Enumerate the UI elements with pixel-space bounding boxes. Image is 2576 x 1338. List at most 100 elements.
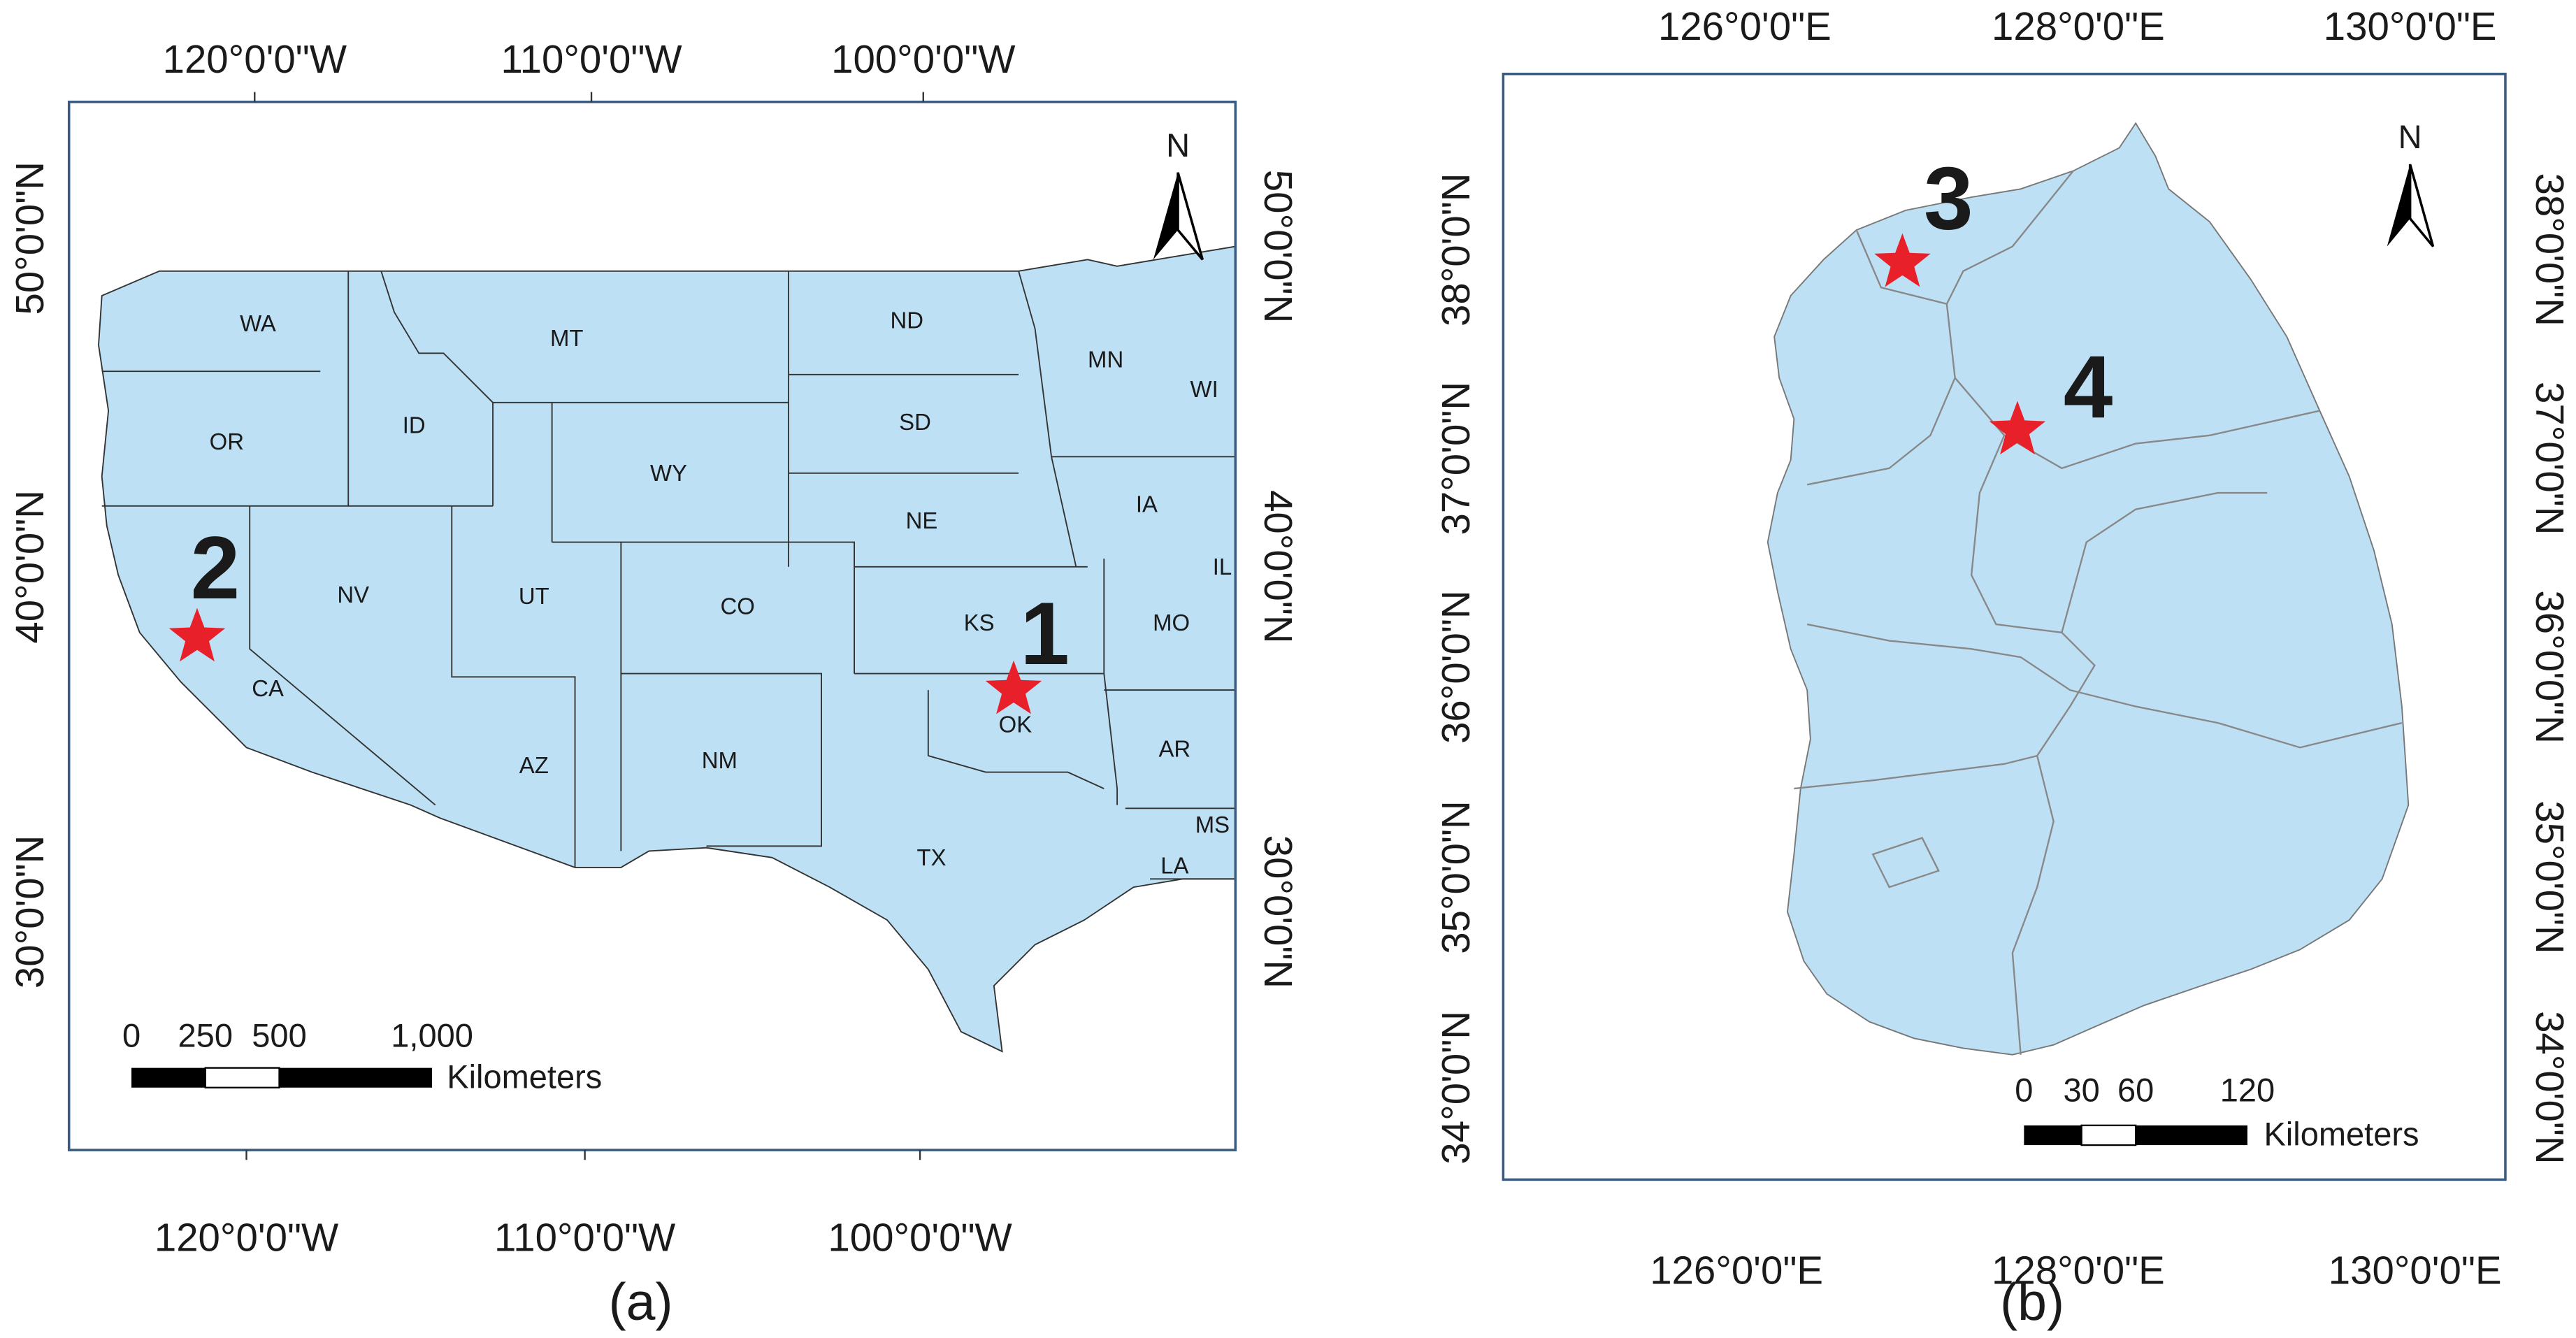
scale-label: 500	[252, 1017, 306, 1054]
north-arrow-right	[1177, 172, 1204, 261]
north-arrow: N	[2387, 118, 2435, 247]
north-arrow-right	[2408, 164, 2435, 247]
state-label: AR	[1158, 736, 1190, 762]
scale-segment	[2080, 1124, 2137, 1146]
latitude-label: 35°0'0"N	[1434, 800, 1478, 954]
longitude-label: 130°0'0"E	[2329, 1248, 2502, 1292]
sites: 3 4	[1924, 148, 2113, 436]
state-label: MO	[1153, 610, 1190, 635]
state-label: UT	[519, 583, 549, 609]
scale-label: 60	[2117, 1071, 2154, 1108]
site-star	[1989, 401, 2046, 455]
latitude-label: 34°0'0"N	[1434, 1011, 1478, 1165]
sites: 1 2	[191, 518, 1070, 683]
state-label: TX	[917, 844, 947, 870]
state-label: NV	[337, 582, 369, 607]
graticule-ticks	[245, 92, 924, 1160]
province-borders	[1794, 170, 2403, 1055]
latitude-label: 30°0'0"N	[8, 835, 52, 989]
latitude-label: 50°0'0"N	[8, 161, 52, 315]
state-label: KS	[964, 610, 995, 635]
site-number: 1	[1020, 584, 1070, 683]
scale-label: 30	[2063, 1071, 2099, 1108]
state-label: AZ	[519, 752, 549, 778]
map-frame	[67, 100, 1237, 1151]
longitude-label: 100°0'0"W	[831, 37, 1016, 81]
north-arrow-left	[1153, 172, 1179, 260]
longitude-label: 126°0'0"E	[1650, 1248, 1823, 1292]
state-label: SD	[899, 409, 931, 435]
state-label: ID	[403, 412, 426, 438]
panel-caption: (b)	[2000, 1272, 2064, 1331]
panel-caption: (a)	[609, 1272, 673, 1331]
longitude-label: 120°0'0"W	[163, 37, 347, 81]
latitude-label: 40°0'0"N	[8, 490, 52, 644]
scale-segment	[204, 1067, 280, 1088]
state-label: OR	[210, 429, 244, 454]
scale-segment	[2024, 1125, 2082, 1146]
scale-label: 0	[122, 1017, 141, 1054]
north-arrow: N	[1153, 127, 1204, 261]
state-label: CO	[721, 593, 755, 619]
latitude-label: 30°0'0"N	[1256, 835, 1300, 989]
scale-label: 0	[2015, 1071, 2033, 1108]
state-label: NM	[702, 747, 737, 773]
scale-segment	[2136, 1125, 2247, 1146]
latitude-label: 36°0'0"N	[1434, 590, 1478, 744]
state-label: MN	[1088, 347, 1123, 373]
state-label: CA	[252, 675, 284, 701]
site-star	[985, 660, 1042, 714]
state-label: OK	[999, 711, 1032, 737]
latitude-label: 50°0'0"N	[1256, 170, 1300, 324]
scale-label: 120	[2220, 1071, 2275, 1108]
scale-unit: Kilometers	[447, 1058, 602, 1095]
scale-bar: 0 30 60 120 Kilometers	[2015, 1071, 2419, 1152]
state-label: MT	[550, 325, 584, 351]
latitude-label: 34°0'0"N	[2528, 1011, 2572, 1165]
longitude-label: 100°0'0"W	[828, 1215, 1012, 1259]
longitude-label: 128°0'0"E	[1992, 4, 2165, 48]
state-label: MS	[1195, 812, 1230, 837]
state-label: IA	[1136, 491, 1158, 517]
north-label: N	[1166, 127, 1190, 164]
scale-label: 250	[178, 1017, 233, 1054]
state-label: WA	[240, 310, 276, 336]
site-star	[168, 607, 226, 662]
map-frame	[1502, 73, 2507, 1181]
scale-unit: Kilometers	[2264, 1116, 2419, 1153]
scale-segment	[279, 1067, 433, 1088]
state-borders	[101, 271, 1236, 880]
state-label: IL	[1213, 554, 1232, 580]
north-arrow-left	[2387, 164, 2410, 247]
longitude-label: 110°0'0"W	[494, 1215, 676, 1259]
longitude-label: 128°0'0"E	[1992, 1248, 2165, 1292]
latitude-label: 38°0'0"N	[2528, 173, 2572, 326]
panel-b: 126°0'0"E 128°0'0"E 130°0'0"E 126°0'0"E …	[1434, 4, 2572, 1331]
longitude-label: 130°0'0"E	[2324, 4, 2497, 48]
site-number: 2	[191, 518, 240, 617]
state-label: LA	[1160, 853, 1188, 879]
state-label: WI	[1190, 376, 1218, 402]
site-star	[1874, 233, 1931, 287]
state-label: WY	[650, 460, 687, 486]
site-number: 3	[1924, 148, 1973, 247]
scale-bar: 0 250 500 1,000 Kilometers	[122, 1017, 602, 1095]
panel-a: 120°0'0"W 110°0'0"W 100°0'0"W 120°0'0"W …	[8, 37, 1300, 1331]
longitude-label: 120°0'0"W	[154, 1215, 339, 1259]
longitude-label: 110°0'0"W	[501, 37, 682, 81]
latitude-label: 37°0'0"N	[1434, 382, 1478, 535]
scale-label: 1,000	[391, 1017, 473, 1054]
latitude-label: 38°0'0"N	[1434, 173, 1478, 326]
latitude-label: 35°0'0"N	[2528, 800, 2572, 954]
scale-segment	[131, 1067, 206, 1088]
site-number: 4	[2064, 338, 2113, 437]
latitude-label: 40°0'0"N	[1256, 490, 1300, 644]
korea-land	[1766, 122, 2410, 1056]
latitude-label: 36°0'0"N	[2528, 590, 2572, 744]
latitude-label: 37°0'0"N	[2528, 382, 2572, 535]
state-label: ND	[891, 307, 924, 333]
longitude-label: 126°0'0"E	[1658, 4, 1832, 48]
state-labels: WA OR CA ID NV MT WY UT AZ CO NM ND SD N…	[210, 307, 1232, 878]
